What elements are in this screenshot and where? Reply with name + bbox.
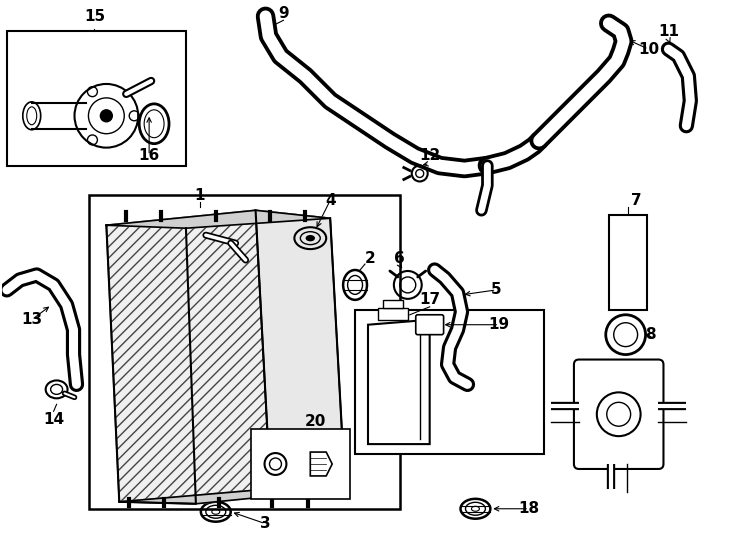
Text: 19: 19 xyxy=(489,317,510,332)
Text: 15: 15 xyxy=(84,9,105,24)
Text: 2: 2 xyxy=(365,251,375,266)
FancyBboxPatch shape xyxy=(574,360,664,469)
Text: 12: 12 xyxy=(419,148,440,163)
Text: 16: 16 xyxy=(139,148,160,163)
Bar xyxy=(608,215,647,310)
Polygon shape xyxy=(120,489,345,504)
Text: 20: 20 xyxy=(305,414,326,429)
Polygon shape xyxy=(368,320,429,444)
Bar xyxy=(383,300,403,308)
Polygon shape xyxy=(106,210,330,228)
Text: 4: 4 xyxy=(325,193,335,208)
Bar xyxy=(7,31,186,166)
Text: 6: 6 xyxy=(394,251,405,266)
Text: 1: 1 xyxy=(195,188,205,203)
Ellipse shape xyxy=(306,235,314,241)
Text: 8: 8 xyxy=(645,327,656,342)
Text: 5: 5 xyxy=(491,282,501,298)
Bar xyxy=(378,308,408,320)
FancyBboxPatch shape xyxy=(415,315,443,335)
Bar xyxy=(250,429,350,499)
Text: 13: 13 xyxy=(21,312,43,327)
Text: 18: 18 xyxy=(519,501,539,516)
Text: 14: 14 xyxy=(43,411,64,427)
Bar xyxy=(355,310,544,454)
Text: 7: 7 xyxy=(631,193,642,208)
Text: 9: 9 xyxy=(278,6,288,21)
Text: 3: 3 xyxy=(261,516,271,531)
Polygon shape xyxy=(106,210,271,502)
Polygon shape xyxy=(310,452,333,476)
Text: 17: 17 xyxy=(419,292,440,307)
Bar xyxy=(90,195,400,509)
Circle shape xyxy=(101,110,112,122)
Text: 10: 10 xyxy=(638,42,659,57)
Text: 11: 11 xyxy=(658,24,679,39)
Polygon shape xyxy=(255,210,345,489)
